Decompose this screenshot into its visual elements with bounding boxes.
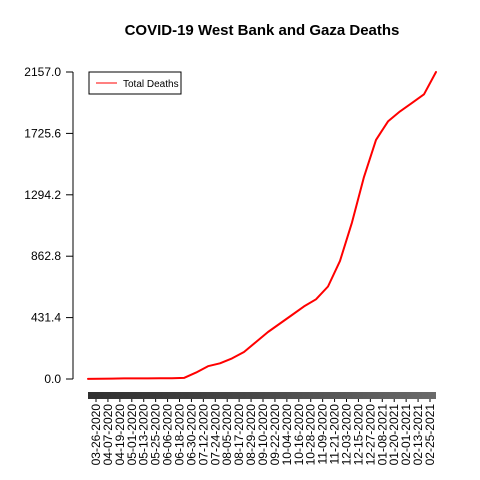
y-tick-label: 2157.0: [24, 65, 61, 79]
chart-title: COVID-19 West Bank and Gaza Deaths: [125, 22, 400, 39]
x-tick-label: 06-18-2020: [173, 404, 187, 466]
x-tick-label: 02-13-2021: [411, 404, 425, 466]
series-layer: [87, 71, 437, 380]
x-tick-label: 08-29-2020: [244, 404, 258, 466]
x-tick-label: 02-01-2021: [399, 404, 413, 466]
y-tick-label: 0.0: [44, 372, 61, 386]
series-line-total-deaths: [87, 71, 437, 380]
x-tick-label: 01-08-2021: [375, 404, 389, 466]
x-tick-label: 10-04-2020: [280, 404, 294, 466]
x-tick-label: 04-07-2020: [101, 404, 115, 466]
y-tick-label: 1725.6: [24, 126, 61, 140]
x-tick-label: 08-05-2020: [220, 404, 234, 466]
y-tick-label: 431.4: [31, 311, 61, 325]
x-tick-label: 02-25-2021: [423, 404, 437, 466]
x-tick-label: 12-15-2020: [351, 404, 365, 466]
x-tick-label: 04-19-2020: [113, 404, 127, 466]
x-tick-label: 07-12-2020: [196, 404, 210, 466]
x-tick-label: 06-30-2020: [184, 404, 198, 466]
x-tick-label: 08-17-2020: [232, 404, 246, 466]
legend-label: Total Deaths: [123, 79, 179, 90]
x-tick-label: 09-10-2020: [256, 404, 270, 466]
x-tick-label: 12-27-2020: [363, 404, 377, 466]
x-axis: 03-26-202004-07-202004-19-202005-01-2020…: [88, 392, 437, 465]
x-tick-label: 10-16-2020: [292, 404, 306, 466]
x-tick-label: 05-13-2020: [137, 404, 151, 466]
x-tick-label: 11-09-2020: [316, 404, 330, 465]
x-axis-tick-band: [88, 392, 436, 399]
x-tick-label: 03-26-2020: [89, 404, 103, 466]
x-tick-label: 01-20-2021: [387, 404, 401, 466]
x-tick-label: 05-01-2020: [125, 404, 139, 466]
y-axis: 0.0 431.4 862.8 1294.2 1725.6 2157.0: [24, 65, 74, 386]
x-tick-label: 11-21-2020: [328, 404, 342, 465]
legend-box: [88, 71, 182, 95]
x-tick-label: 05-25-2020: [149, 404, 163, 466]
y-tick-label: 862.8: [31, 249, 61, 263]
x-tick-label: 12-03-2020: [340, 404, 354, 466]
x-tick-label: 10-28-2020: [304, 404, 318, 466]
y-tick-label: 1294.2: [24, 188, 61, 202]
x-tick-label: 09-22-2020: [268, 404, 282, 466]
x-tick-label: 06-06-2020: [161, 404, 175, 466]
legend: Total Deaths: [88, 71, 182, 95]
x-tick-label: 07-24-2020: [208, 404, 222, 466]
